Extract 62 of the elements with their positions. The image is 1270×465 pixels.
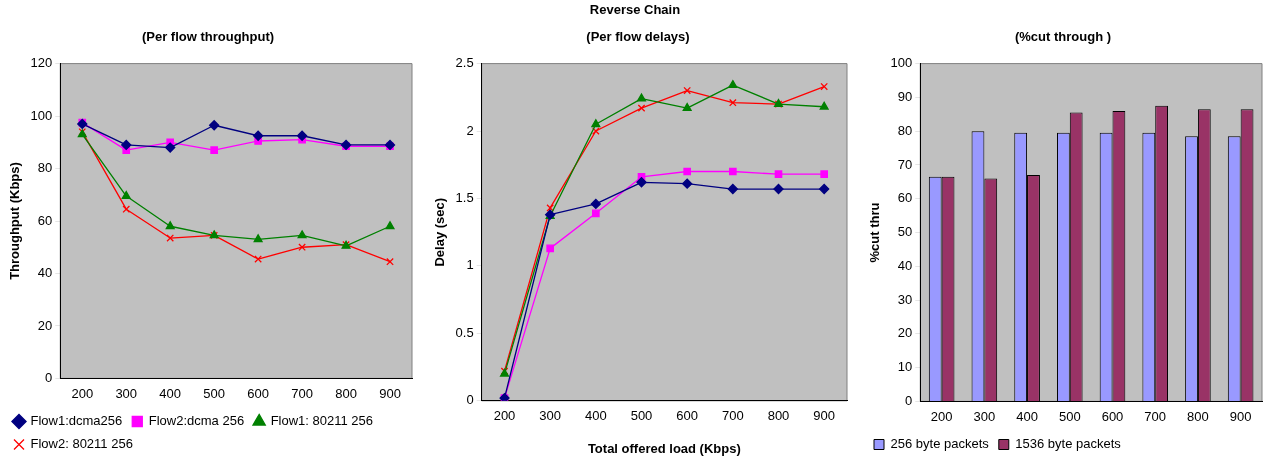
legend-label: Flow2:dcma 256 [148, 413, 245, 429]
y-tick-label: 2.5 [455, 55, 474, 71]
y-tick-label: 0 [905, 392, 913, 408]
legend-label: Flow1: 80211 256 [270, 413, 374, 429]
x-tick-label: 600 [1101, 408, 1124, 424]
x-tick-label: 300 [115, 385, 138, 401]
x-tick-label: 500 [1058, 408, 1081, 424]
x-tick-label: 600 [676, 408, 699, 424]
y-tick-label: 40 [37, 265, 53, 281]
chart-title: Reverse Chain [588, 2, 682, 17]
x-tick-label: 300 [539, 408, 562, 424]
y-tick-label: 80 [897, 122, 913, 138]
y-tick-label: 80 [37, 160, 53, 176]
x-tick-label: 400 [584, 408, 607, 424]
y-tick-label: 70 [897, 156, 913, 172]
x-tick-label: 700 [291, 385, 313, 401]
y-axis-title: %cut thru [867, 202, 883, 263]
y-tick-label: 50 [897, 224, 913, 240]
legend-label: Flow2: 80211 256 [30, 436, 133, 452]
y-tick-label: 100 [30, 107, 53, 123]
y-axis-title: Throughput (Kbps) [7, 162, 23, 280]
x-axis-title: Total offered load (Kbps) [587, 440, 741, 456]
x-tick-label: 500 [203, 385, 226, 401]
y-tick-label: 2 [466, 122, 474, 138]
y-tick-label: 0.5 [455, 324, 474, 340]
x-tick-label: 700 [721, 408, 744, 424]
y-tick-label: 1.5 [455, 190, 474, 206]
x-tick-label: 300 [973, 408, 996, 424]
y-tick-label: 30 [897, 291, 913, 307]
y-axis-title: Delay (sec) [432, 197, 448, 267]
chart-title: (Per flow throughput) [141, 29, 275, 45]
y-tick-label: 60 [37, 212, 53, 228]
x-tick-label: 800 [1187, 408, 1209, 424]
y-tick-label: 1 [466, 257, 474, 273]
chart-subtitle: (Per flow delays) [586, 29, 690, 45]
x-tick-label: 200 [71, 385, 94, 401]
legend-label: 1536 byte packets [1015, 436, 1122, 452]
x-tick-label: 200 [930, 408, 953, 424]
y-tick-label: 90 [897, 88, 913, 104]
legend-label: Flow1:dcma256 [30, 413, 123, 429]
y-tick-label: 10 [897, 359, 913, 375]
x-tick-label: 400 [1016, 408, 1038, 424]
x-tick-label: 800 [335, 385, 357, 401]
y-tick-label: 60 [897, 190, 913, 206]
x-tick-label: 900 [813, 408, 836, 424]
x-tick-label: 900 [379, 385, 401, 401]
x-tick-label: 600 [247, 385, 269, 401]
x-tick-label: 800 [767, 408, 790, 424]
y-tick-label: 20 [37, 317, 53, 333]
y-tick-label: 100 [890, 55, 913, 71]
x-tick-label: 900 [1229, 408, 1252, 424]
chart-title: (%cut through ) [1014, 29, 1112, 45]
x-tick-label: 700 [1144, 408, 1167, 424]
y-tick-label: 40 [897, 257, 913, 273]
legend-label: 256 byte packets [890, 436, 990, 452]
y-tick-label: 0 [45, 369, 53, 385]
x-tick-label: 500 [630, 408, 653, 424]
y-tick-label: 20 [897, 325, 913, 341]
x-tick-label: 400 [159, 385, 182, 401]
y-tick-label: 120 [30, 55, 53, 71]
y-tick-label: 0 [466, 392, 474, 408]
x-tick-label: 200 [493, 408, 516, 424]
